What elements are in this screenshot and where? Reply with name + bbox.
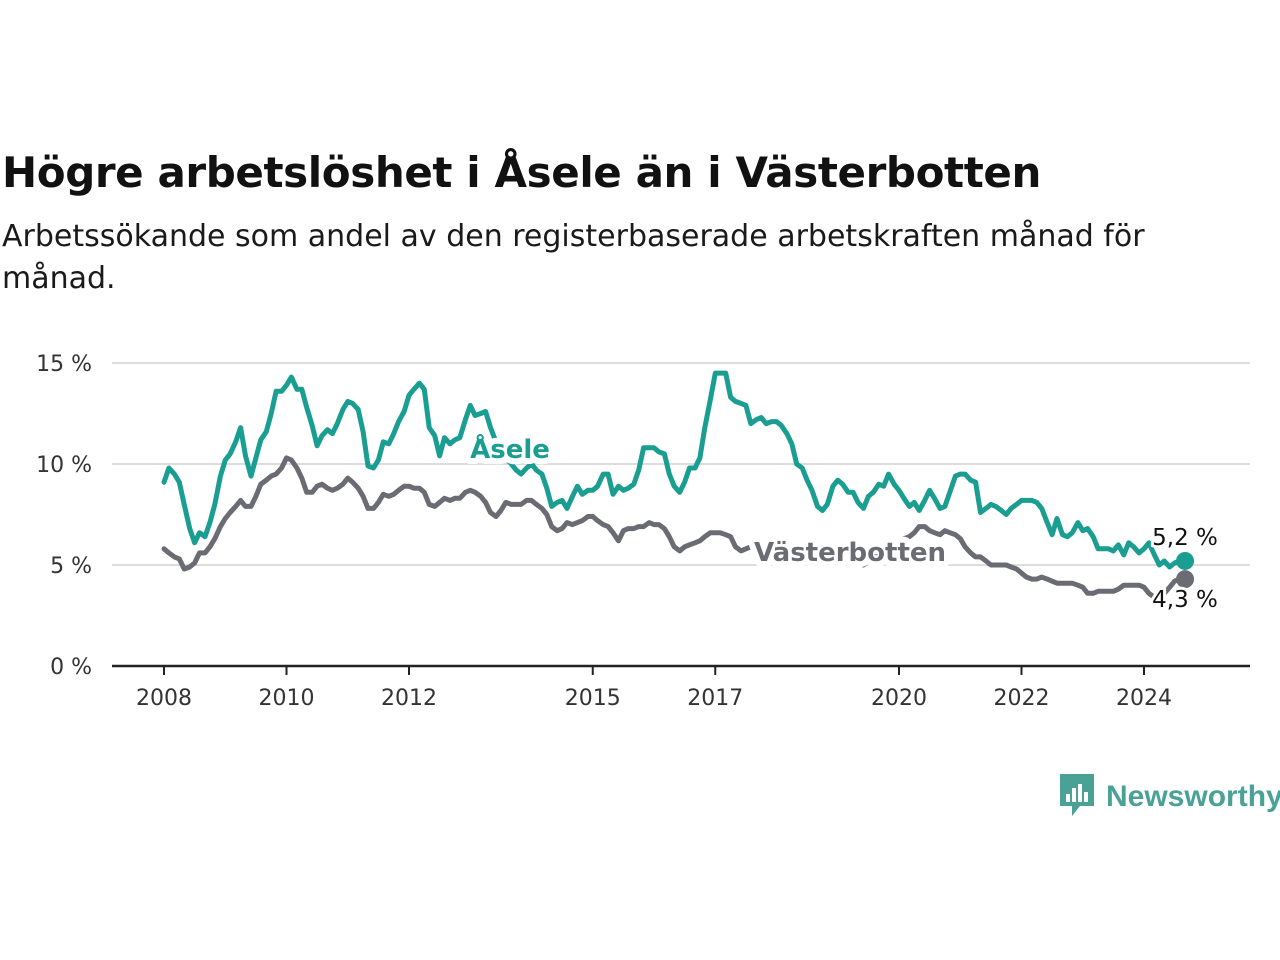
- x-tick-label-2008: 2008: [136, 686, 192, 711]
- brand-name: Newsworthy: [1106, 780, 1280, 813]
- x-tick-label-2020: 2020: [871, 686, 927, 711]
- series-label-asele: Åsele: [470, 433, 550, 465]
- series-end-markers: 5,2 % 4,3 %: [1149, 522, 1221, 616]
- end-dot-asele: [1176, 551, 1195, 570]
- bar-chart-speech-bubble-icon: [1058, 772, 1096, 822]
- y-tick-label-15: 15 %: [36, 352, 92, 377]
- series-line-asele: [161, 370, 1188, 570]
- x-tick-label-2012: 2012: [381, 686, 437, 711]
- chart-title: Högre arbetslöshet i Åsele än i Västerbo…: [2, 148, 1041, 197]
- y-tick-label-5: 5 %: [50, 554, 92, 579]
- series-lines: [161, 370, 1188, 600]
- x-tick-label-2015: 2015: [565, 686, 621, 711]
- x-tick-label-2010: 2010: [259, 686, 315, 711]
- grid-lines: [112, 362, 1250, 566]
- y-axis-ticks: 0 % 5 % 10 % 15 %: [36, 352, 92, 680]
- series-line-vasterbotten: [161, 455, 1188, 600]
- x-tick-label-2017: 2017: [687, 686, 743, 711]
- x-tick-label-2024: 2024: [1116, 686, 1172, 711]
- y-tick-label-10: 10 %: [36, 453, 92, 478]
- newsworthy-brand: Newsworthy: [1058, 772, 1280, 822]
- x-axis-ticks: 2008 2010 2012 2015 2017 2020 2022 2024: [136, 666, 1172, 711]
- end-dot-vasterbotten: [1176, 570, 1195, 589]
- end-label-asele: 5,2 %: [1152, 525, 1218, 551]
- chart-subtitle: Arbetssökande som andel av den registerb…: [2, 219, 1145, 296]
- x-tick-label-2022: 2022: [994, 686, 1050, 711]
- series-label-vasterbotten: Västerbotten: [754, 538, 946, 568]
- y-tick-label-0: 0 %: [50, 655, 92, 680]
- series-labels: Åsele Västerbotten: [464, 427, 952, 574]
- end-label-vasterbotten: 4,3 %: [1152, 587, 1218, 613]
